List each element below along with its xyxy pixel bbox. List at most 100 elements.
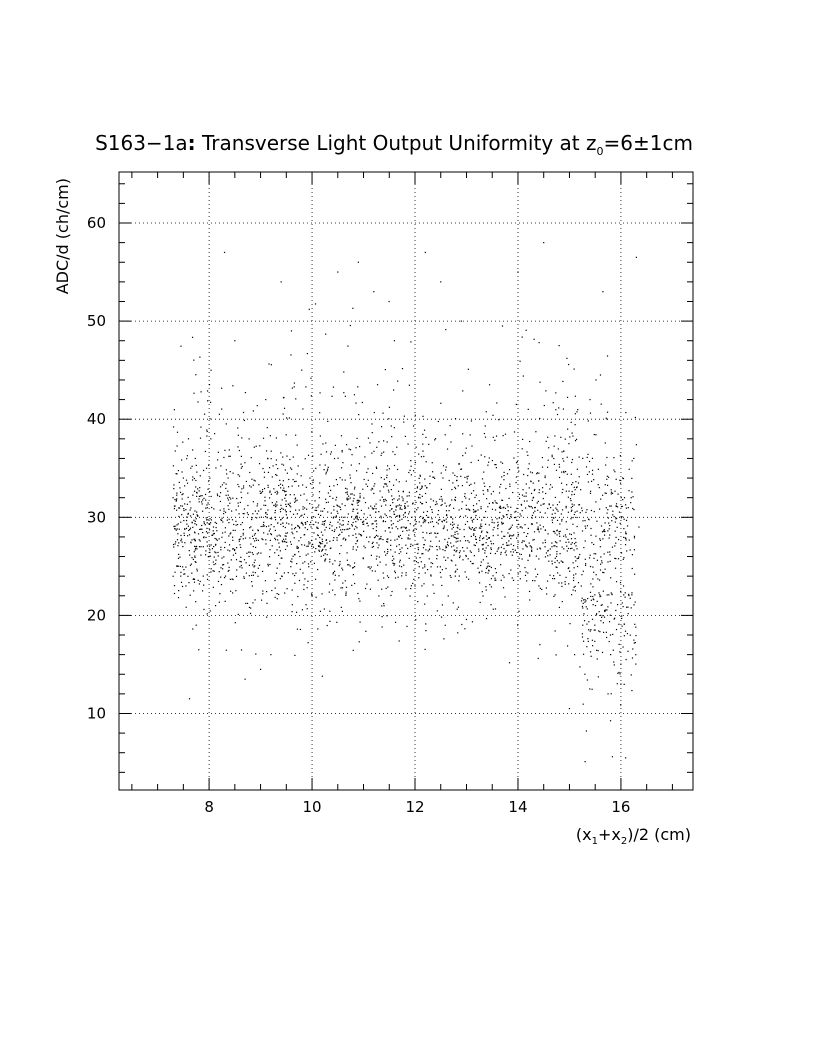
data-point xyxy=(382,572,384,574)
data-point xyxy=(465,555,467,557)
data-point xyxy=(615,609,617,612)
data-point xyxy=(333,509,335,511)
data-point xyxy=(418,566,420,568)
data-point xyxy=(247,492,249,494)
data-point xyxy=(405,588,407,590)
data-point xyxy=(392,502,394,504)
data-point xyxy=(537,529,540,531)
data-point xyxy=(230,590,232,592)
data-point xyxy=(604,610,606,613)
data-point xyxy=(288,478,290,481)
data-point xyxy=(294,480,296,483)
data-point xyxy=(291,387,293,389)
data-point xyxy=(312,487,314,489)
data-point xyxy=(586,456,588,459)
data-point xyxy=(571,490,573,493)
data-point xyxy=(422,522,424,524)
data-point xyxy=(230,559,232,561)
data-point xyxy=(487,506,489,508)
data-point xyxy=(422,517,424,520)
data-point xyxy=(320,514,322,517)
data-point xyxy=(265,539,267,541)
data-point xyxy=(529,554,531,556)
data-point xyxy=(467,578,470,580)
data-point xyxy=(190,541,192,543)
data-point xyxy=(328,591,330,593)
data-point xyxy=(193,531,196,533)
data-point xyxy=(373,450,375,452)
data-point xyxy=(281,484,284,486)
data-point xyxy=(327,501,329,503)
data-point xyxy=(422,537,424,539)
data-point xyxy=(196,491,198,494)
data-point xyxy=(412,425,415,427)
data-point xyxy=(494,509,497,511)
data-point xyxy=(223,510,225,512)
data-point xyxy=(346,498,348,500)
data-point xyxy=(212,586,214,588)
data-point xyxy=(198,498,200,500)
data-point xyxy=(611,546,614,548)
data-point xyxy=(431,518,433,520)
data-point xyxy=(436,566,439,568)
data-point xyxy=(206,545,209,547)
data-point xyxy=(324,520,326,522)
data-point xyxy=(542,491,544,493)
data-point xyxy=(597,650,599,652)
data-point xyxy=(474,510,476,512)
data-point xyxy=(620,683,622,685)
data-point xyxy=(305,554,307,556)
data-point xyxy=(380,476,382,479)
data-point xyxy=(354,566,356,568)
data-point xyxy=(176,524,178,526)
data-point xyxy=(509,485,511,488)
data-point xyxy=(371,546,373,548)
data-point xyxy=(291,468,293,470)
data-point xyxy=(229,533,231,535)
data-point xyxy=(340,435,343,437)
data-point xyxy=(352,567,354,569)
data-point xyxy=(302,508,304,510)
data-point xyxy=(331,395,333,397)
data-point xyxy=(373,507,375,510)
data-point xyxy=(254,546,257,549)
data-point xyxy=(596,559,598,561)
data-point xyxy=(195,601,197,603)
data-point xyxy=(436,549,438,551)
data-point xyxy=(554,561,556,564)
data-point xyxy=(518,523,520,525)
data-point xyxy=(215,522,218,524)
data-point xyxy=(499,507,501,509)
data-point xyxy=(313,470,315,472)
data-point xyxy=(382,520,385,522)
data-point xyxy=(286,541,288,543)
data-point xyxy=(334,579,336,581)
data-point xyxy=(178,528,180,530)
data-point xyxy=(358,463,360,465)
data-point xyxy=(223,577,226,579)
data-point xyxy=(336,504,338,506)
data-point xyxy=(487,489,489,491)
data-point xyxy=(197,533,200,535)
data-point xyxy=(593,510,595,513)
data-point xyxy=(329,620,331,622)
data-point xyxy=(565,521,567,523)
data-point xyxy=(305,486,307,488)
data-point xyxy=(566,484,568,486)
data-point xyxy=(374,483,376,485)
data-point xyxy=(177,523,179,525)
data-point xyxy=(256,405,258,407)
data-point xyxy=(482,544,484,546)
data-point xyxy=(619,479,621,481)
data-point xyxy=(257,575,259,577)
data-point xyxy=(606,418,608,420)
data-point xyxy=(505,554,508,556)
data-point xyxy=(600,525,603,527)
data-point xyxy=(386,474,388,476)
data-point xyxy=(239,560,241,563)
data-point xyxy=(332,517,334,519)
data-point xyxy=(279,483,282,485)
data-point xyxy=(199,487,201,489)
data-point xyxy=(186,458,188,460)
data-point xyxy=(568,443,570,445)
